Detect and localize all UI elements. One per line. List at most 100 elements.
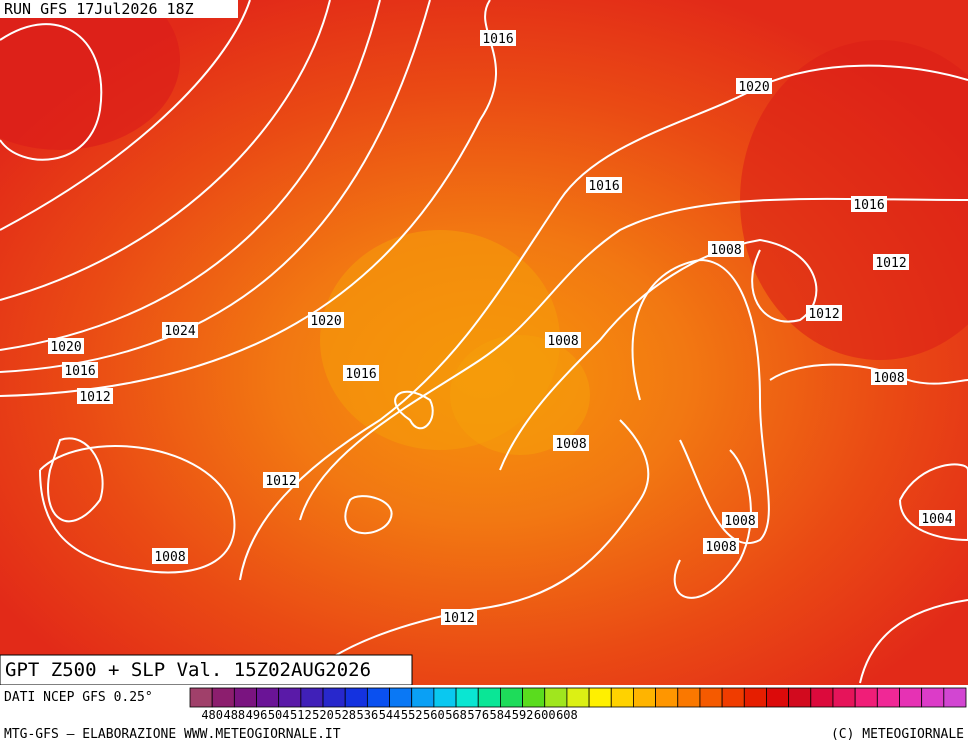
isobar-label: 1008 bbox=[705, 540, 736, 555]
run-label: RUN GFS 17Jul2026 18Z bbox=[4, 0, 194, 18]
isobar-label: 1008 bbox=[710, 243, 741, 258]
colorbar-swatch bbox=[588, 687, 612, 708]
colorbar-swatch bbox=[876, 687, 900, 708]
isobar-label: 1016 bbox=[482, 32, 513, 47]
run-box bbox=[0, 0, 238, 18]
colorbar-swatch bbox=[766, 687, 790, 708]
colorbar-swatch bbox=[499, 687, 523, 708]
colorbar-swatch bbox=[921, 687, 945, 708]
colorbar-label: 560 bbox=[423, 708, 445, 722]
isobar-label-box bbox=[703, 538, 739, 554]
isobar-label-box bbox=[851, 196, 887, 212]
isobar-label: 1004 bbox=[921, 512, 952, 527]
isobars bbox=[0, 0, 968, 683]
colorbar-swatch bbox=[810, 687, 834, 708]
isobar-label: 1012 bbox=[79, 390, 110, 405]
colorbar-swatch bbox=[743, 687, 767, 708]
colorbar-swatch bbox=[366, 687, 390, 708]
isobar-label-box bbox=[62, 362, 98, 378]
isobar-label-box bbox=[308, 312, 344, 328]
colorbar-label: 480 bbox=[201, 708, 223, 722]
isobar-label-box bbox=[873, 254, 909, 270]
colorbar-swatch bbox=[943, 687, 967, 708]
isobar-labels: 1016 1020 1016 1016 1008 1012 1024 1020 1012 1008… bbox=[48, 30, 955, 626]
colorbar-swatch bbox=[433, 687, 457, 708]
isobar-label-box bbox=[48, 338, 84, 354]
colorbar-label: 512 bbox=[290, 708, 312, 722]
colorbar-swatch bbox=[211, 687, 235, 708]
colorbar-swatch bbox=[788, 687, 812, 708]
isobar-label: 1008 bbox=[547, 334, 578, 349]
colorbar-swatch bbox=[411, 687, 435, 708]
isobar-label: 1016 bbox=[853, 198, 884, 213]
isobar-label-box bbox=[343, 365, 379, 381]
colorbar-swatch bbox=[189, 687, 213, 708]
colorbar: 480 488 496 504 512 520 528 536 544 552 560 568 576 5… bbox=[189, 687, 967, 722]
colorbar-swatch bbox=[677, 687, 701, 708]
colorbar-label: 600 bbox=[534, 708, 556, 722]
colorbar-label: 576 bbox=[467, 708, 489, 722]
colorbar-swatch bbox=[389, 687, 413, 708]
colorbar-label: 496 bbox=[246, 708, 268, 722]
isobar-label: 1024 bbox=[164, 324, 195, 339]
colorbar-swatch bbox=[832, 687, 856, 708]
colorbar-swatch bbox=[655, 687, 679, 708]
map-title: GPT Z500 + SLP Val. 15Z02AUG2026 bbox=[5, 659, 371, 681]
isobar-label-box bbox=[162, 322, 198, 338]
isobar-label-box bbox=[736, 78, 772, 94]
colorbar-label: 608 bbox=[556, 708, 578, 722]
colorbar-label: 592 bbox=[512, 708, 534, 722]
isobar-label-box bbox=[722, 512, 758, 528]
isobar-label: 1020 bbox=[310, 314, 341, 329]
isobar-label: 1012 bbox=[265, 474, 296, 489]
colorbar-label: 568 bbox=[445, 708, 467, 722]
colorbar-swatch bbox=[899, 687, 923, 708]
isobar-label: 1016 bbox=[588, 179, 619, 194]
colorbar-label: 488 bbox=[223, 708, 245, 722]
isobar-label-box bbox=[553, 435, 589, 451]
cool-area bbox=[0, 0, 180, 150]
isobar-label: 1008 bbox=[555, 437, 586, 452]
isobar-label-box bbox=[152, 548, 188, 564]
colorbar-swatch bbox=[455, 687, 479, 708]
source-label: DATI NCEP GFS 0.25° bbox=[4, 690, 153, 705]
colorbar-label: 520 bbox=[312, 708, 334, 722]
isobar-label: 1020 bbox=[50, 340, 81, 355]
isobar-label: 1020 bbox=[738, 80, 769, 95]
isobar-label-box bbox=[586, 177, 622, 193]
copyright-label: (C) METEOGIORNALE bbox=[831, 727, 964, 742]
colorbar-swatch bbox=[610, 687, 634, 708]
colorbar-swatch bbox=[278, 687, 302, 708]
isobar-label-box bbox=[871, 369, 907, 385]
isobar-label: 1016 bbox=[64, 364, 95, 379]
isobar-label-box bbox=[480, 30, 516, 46]
title-box bbox=[0, 654, 413, 686]
colorbar-swatch bbox=[344, 687, 368, 708]
colorbar-label: 528 bbox=[334, 708, 356, 722]
colorbar-swatch bbox=[477, 687, 501, 708]
isobar-label-box bbox=[263, 472, 299, 488]
warm-area bbox=[450, 335, 590, 455]
colorbar-swatch bbox=[854, 687, 878, 708]
colorbar-swatch bbox=[300, 687, 324, 708]
colorbar-label: 536 bbox=[357, 708, 379, 722]
colorbar-label: 584 bbox=[490, 708, 512, 722]
isobar-label-box bbox=[77, 388, 113, 404]
isobar-label: 1008 bbox=[724, 514, 755, 529]
colorbar-label: 552 bbox=[401, 708, 423, 722]
isobar-label: 1012 bbox=[808, 307, 839, 322]
isobar-label-box bbox=[441, 609, 477, 625]
colorbar-label: 544 bbox=[379, 708, 401, 722]
isobar-label: 1012 bbox=[443, 611, 474, 626]
colorbar-swatch bbox=[233, 687, 257, 708]
colorbar-swatch bbox=[566, 687, 590, 708]
isobar-label-box bbox=[708, 241, 744, 257]
colorbar-label: 504 bbox=[268, 708, 290, 722]
isobar-label: 1008 bbox=[154, 550, 185, 565]
isobar-label: 1016 bbox=[345, 367, 376, 382]
colorbar-swatch bbox=[721, 687, 745, 708]
colorbar-swatch bbox=[633, 687, 657, 708]
isobar-label: 1012 bbox=[875, 256, 906, 271]
isobar-label-box bbox=[919, 510, 955, 526]
colorbar-swatch bbox=[699, 687, 723, 708]
